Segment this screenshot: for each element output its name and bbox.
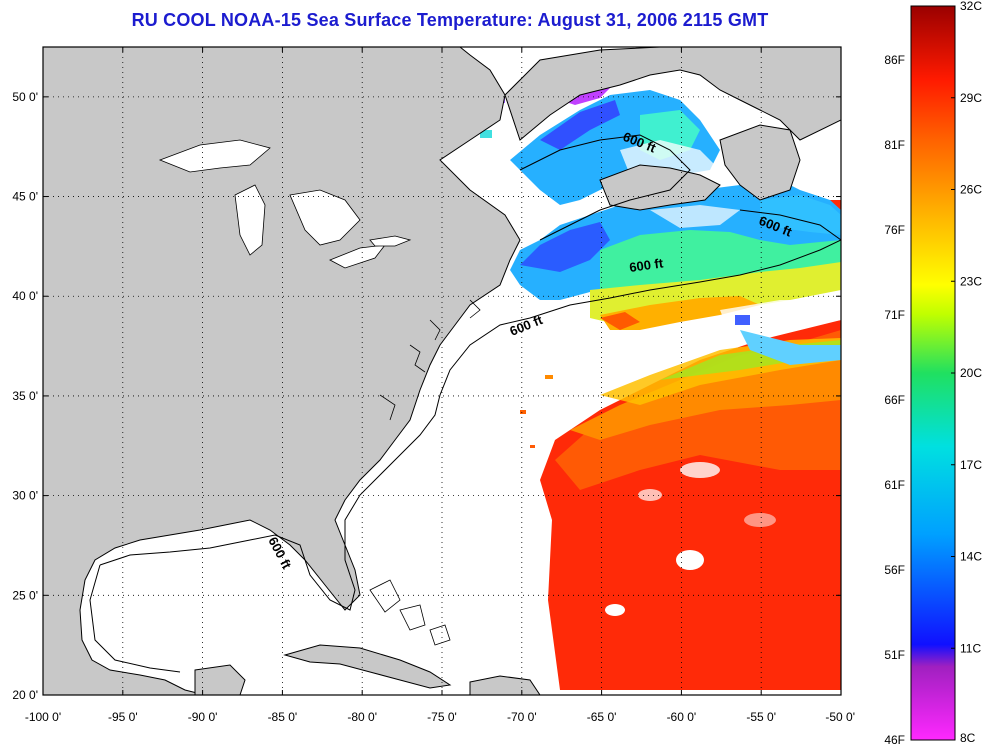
colorbar-f-label: 56F: [884, 563, 905, 577]
isobath-600ft: [89, 134, 841, 673]
lon-tick-label: -65 0': [587, 710, 617, 724]
lon-tick-label: -75 0': [427, 710, 457, 724]
colorbar-c-label: 23C: [960, 274, 982, 288]
colorbar-f-label: 76F: [884, 223, 905, 237]
latitude-axis: 20 0' 25 0' 30 0' 35 0' 40 0' 45 0' 50 0': [12, 90, 841, 702]
lon-tick-label: -50 0': [825, 710, 855, 724]
lon-tick-label: -85 0': [268, 710, 298, 724]
colorbar-c-label: 17C: [960, 458, 982, 472]
longitude-axis: -100 0' -95 0' -90 0' -85 0' -80 0' -75 0' -70…: [25, 47, 855, 724]
colorbar-f-label: 86F: [884, 53, 905, 67]
great-lakes: [158, 139, 412, 269]
lon-tick-label: -90 0': [188, 710, 218, 724]
lat-tick-label: 35 0': [12, 389, 38, 403]
lon-tick-label: -80 0': [347, 710, 377, 724]
lat-tick-label: 30 0': [12, 489, 38, 503]
lat-tick-label: 45 0': [12, 190, 38, 204]
lat-tick-label: 25 0': [12, 588, 38, 602]
colorbar-f-label: 71F: [884, 308, 905, 322]
colorbar-f-label: 51F: [884, 648, 905, 662]
colorbar-c-label: 32C: [960, 0, 982, 13]
contour-label-scotian-shelf: 600 ft: [628, 255, 664, 275]
lon-tick-label: -95 0': [108, 710, 138, 724]
colorbar-f-label: 66F: [884, 393, 905, 407]
lon-tick-label: -60 0': [667, 710, 697, 724]
colorbar-f-label: 81F: [884, 138, 905, 152]
colorbar-c-label: 8C: [960, 731, 976, 745]
coastline-detail: [379, 299, 481, 421]
colorbar-f-label: 46F: [884, 733, 905, 747]
colorbar-c-label: 14C: [960, 550, 982, 564]
lat-tick-label: 50 0': [12, 90, 38, 104]
colorbar-celsius-labels: 32C 29C 26C 23C 20C 17C 14C 11C 8C: [951, 0, 982, 745]
lat-tick-label: 40 0': [12, 289, 38, 303]
colorbar: [910, 5, 956, 741]
land: [43, 47, 841, 695]
lat-tick-label: 20 0': [12, 688, 38, 702]
colorbar-c-label: 11C: [960, 641, 981, 655]
colorbar-fahrenheit-labels: 86F 81F 76F 71F 66F 61F 56F 51F 46F: [884, 53, 905, 747]
colorbar-c-label: 29C: [960, 91, 982, 105]
colorbar-f-label: 61F: [884, 478, 905, 492]
islands: [369, 579, 451, 646]
colorbar-c-label: 20C: [960, 366, 982, 380]
map-grid: [43, 47, 841, 695]
lon-tick-label: -55 0': [746, 710, 776, 724]
lon-tick-label: -70 0': [507, 710, 537, 724]
map-title: RU COOL NOAA-15 Sea Surface Temperature:…: [131, 10, 769, 30]
colorbar-c-label: 26C: [960, 183, 982, 197]
lon-tick-label: -100 0': [25, 710, 61, 724]
